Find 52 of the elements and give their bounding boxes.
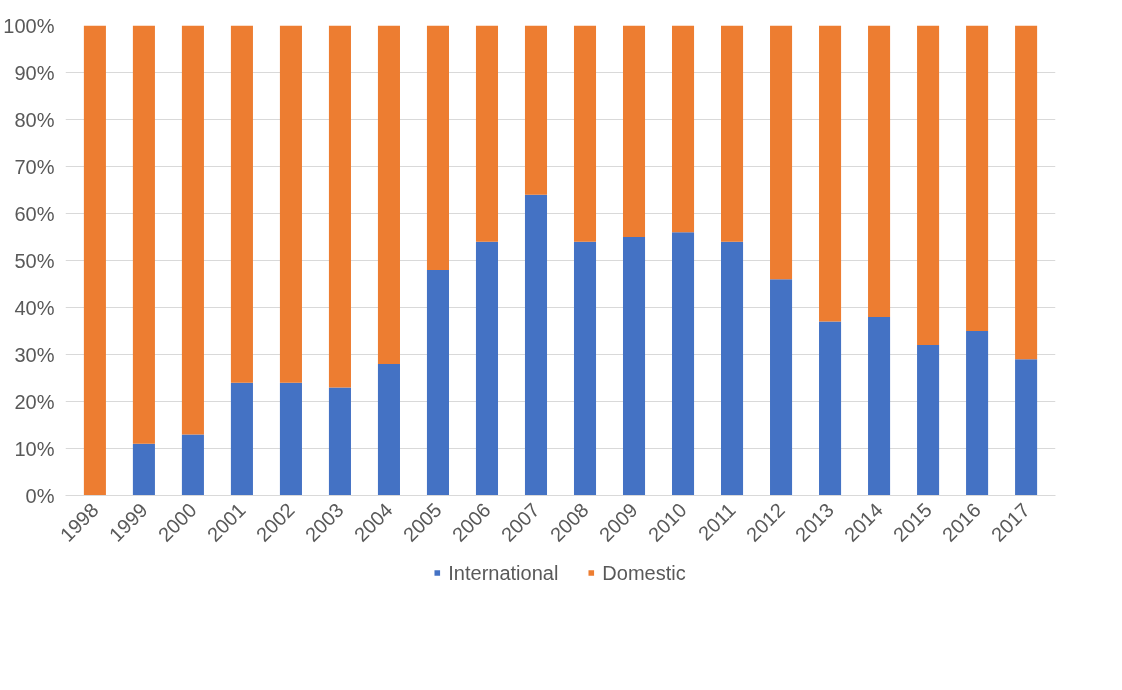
bar [868,316,891,496]
y-tick-label: 40% [14,296,55,319]
bar [377,363,400,496]
bar [770,25,793,280]
legend-label: Domestic [602,561,686,584]
y-tick-label: 70% [14,155,55,178]
bar [132,25,155,444]
bar [181,25,204,435]
bar [966,331,989,496]
bar [770,279,793,496]
bar [819,321,842,496]
bar [819,25,842,322]
bar [524,194,548,496]
bar [573,241,597,496]
bar [328,387,351,496]
bar [573,25,597,242]
y-tick-label: 50% [14,249,55,272]
bar [475,25,499,242]
y-tick-label: 100% [3,14,55,37]
bar [377,25,400,364]
bar [672,232,695,496]
bar [83,25,106,496]
bar [230,25,253,383]
bar [1015,359,1038,496]
bar [279,25,302,383]
bar [426,269,449,496]
bar [426,25,449,270]
bar [328,25,351,388]
bar [230,382,253,496]
bar [1015,25,1038,360]
bar [279,382,302,496]
y-tick-label: 30% [14,343,55,366]
y-tick-label: 60% [14,202,55,225]
bar [622,25,646,237]
bar [917,345,940,496]
bar [917,25,940,346]
bar [721,241,744,496]
y-tick-label: 90% [14,61,55,84]
bar [475,241,499,496]
bar [622,237,646,496]
legend-label: International [448,561,559,584]
y-tick-label: 20% [14,390,55,413]
y-tick-label: 10% [14,437,55,460]
bar [966,25,989,331]
bar [672,25,695,233]
bar [132,443,155,496]
bar [181,434,204,496]
bar [868,25,891,317]
bar [721,25,744,242]
y-tick-label: 0% [25,484,55,507]
bar [524,25,548,195]
y-tick-label: 80% [14,108,55,131]
